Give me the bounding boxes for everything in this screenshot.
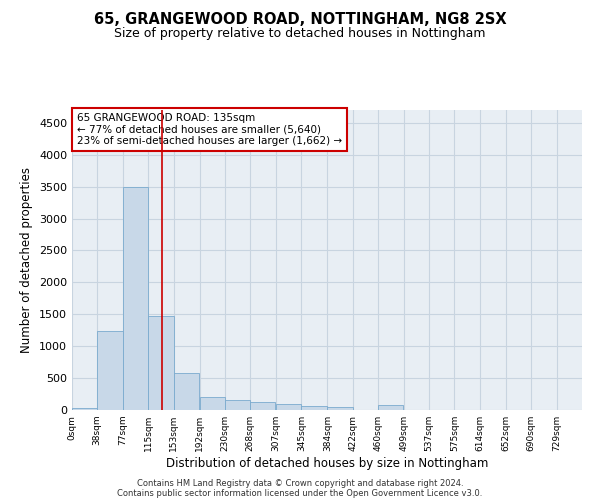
Bar bbox=[97, 332, 122, 410]
Bar bbox=[72, 408, 97, 410]
Text: Contains HM Land Registry data © Crown copyright and database right 2024.: Contains HM Land Registry data © Crown c… bbox=[137, 478, 463, 488]
Bar bbox=[200, 396, 225, 410]
Bar bbox=[123, 186, 148, 410]
Bar bbox=[225, 400, 250, 410]
Bar bbox=[378, 404, 403, 410]
Bar bbox=[276, 404, 301, 410]
Y-axis label: Number of detached properties: Number of detached properties bbox=[20, 167, 34, 353]
X-axis label: Distribution of detached houses by size in Nottingham: Distribution of detached houses by size … bbox=[166, 457, 488, 470]
Bar bbox=[250, 402, 275, 410]
Bar bbox=[148, 316, 174, 410]
Bar bbox=[174, 373, 199, 410]
Text: 65, GRANGEWOOD ROAD, NOTTINGHAM, NG8 2SX: 65, GRANGEWOOD ROAD, NOTTINGHAM, NG8 2SX bbox=[94, 12, 506, 28]
Text: Size of property relative to detached houses in Nottingham: Size of property relative to detached ho… bbox=[114, 28, 486, 40]
Bar bbox=[328, 407, 353, 410]
Text: 65 GRANGEWOOD ROAD: 135sqm
← 77% of detached houses are smaller (5,640)
23% of s: 65 GRANGEWOOD ROAD: 135sqm ← 77% of deta… bbox=[77, 113, 342, 146]
Bar bbox=[301, 406, 326, 410]
Text: Contains public sector information licensed under the Open Government Licence v3: Contains public sector information licen… bbox=[118, 488, 482, 498]
